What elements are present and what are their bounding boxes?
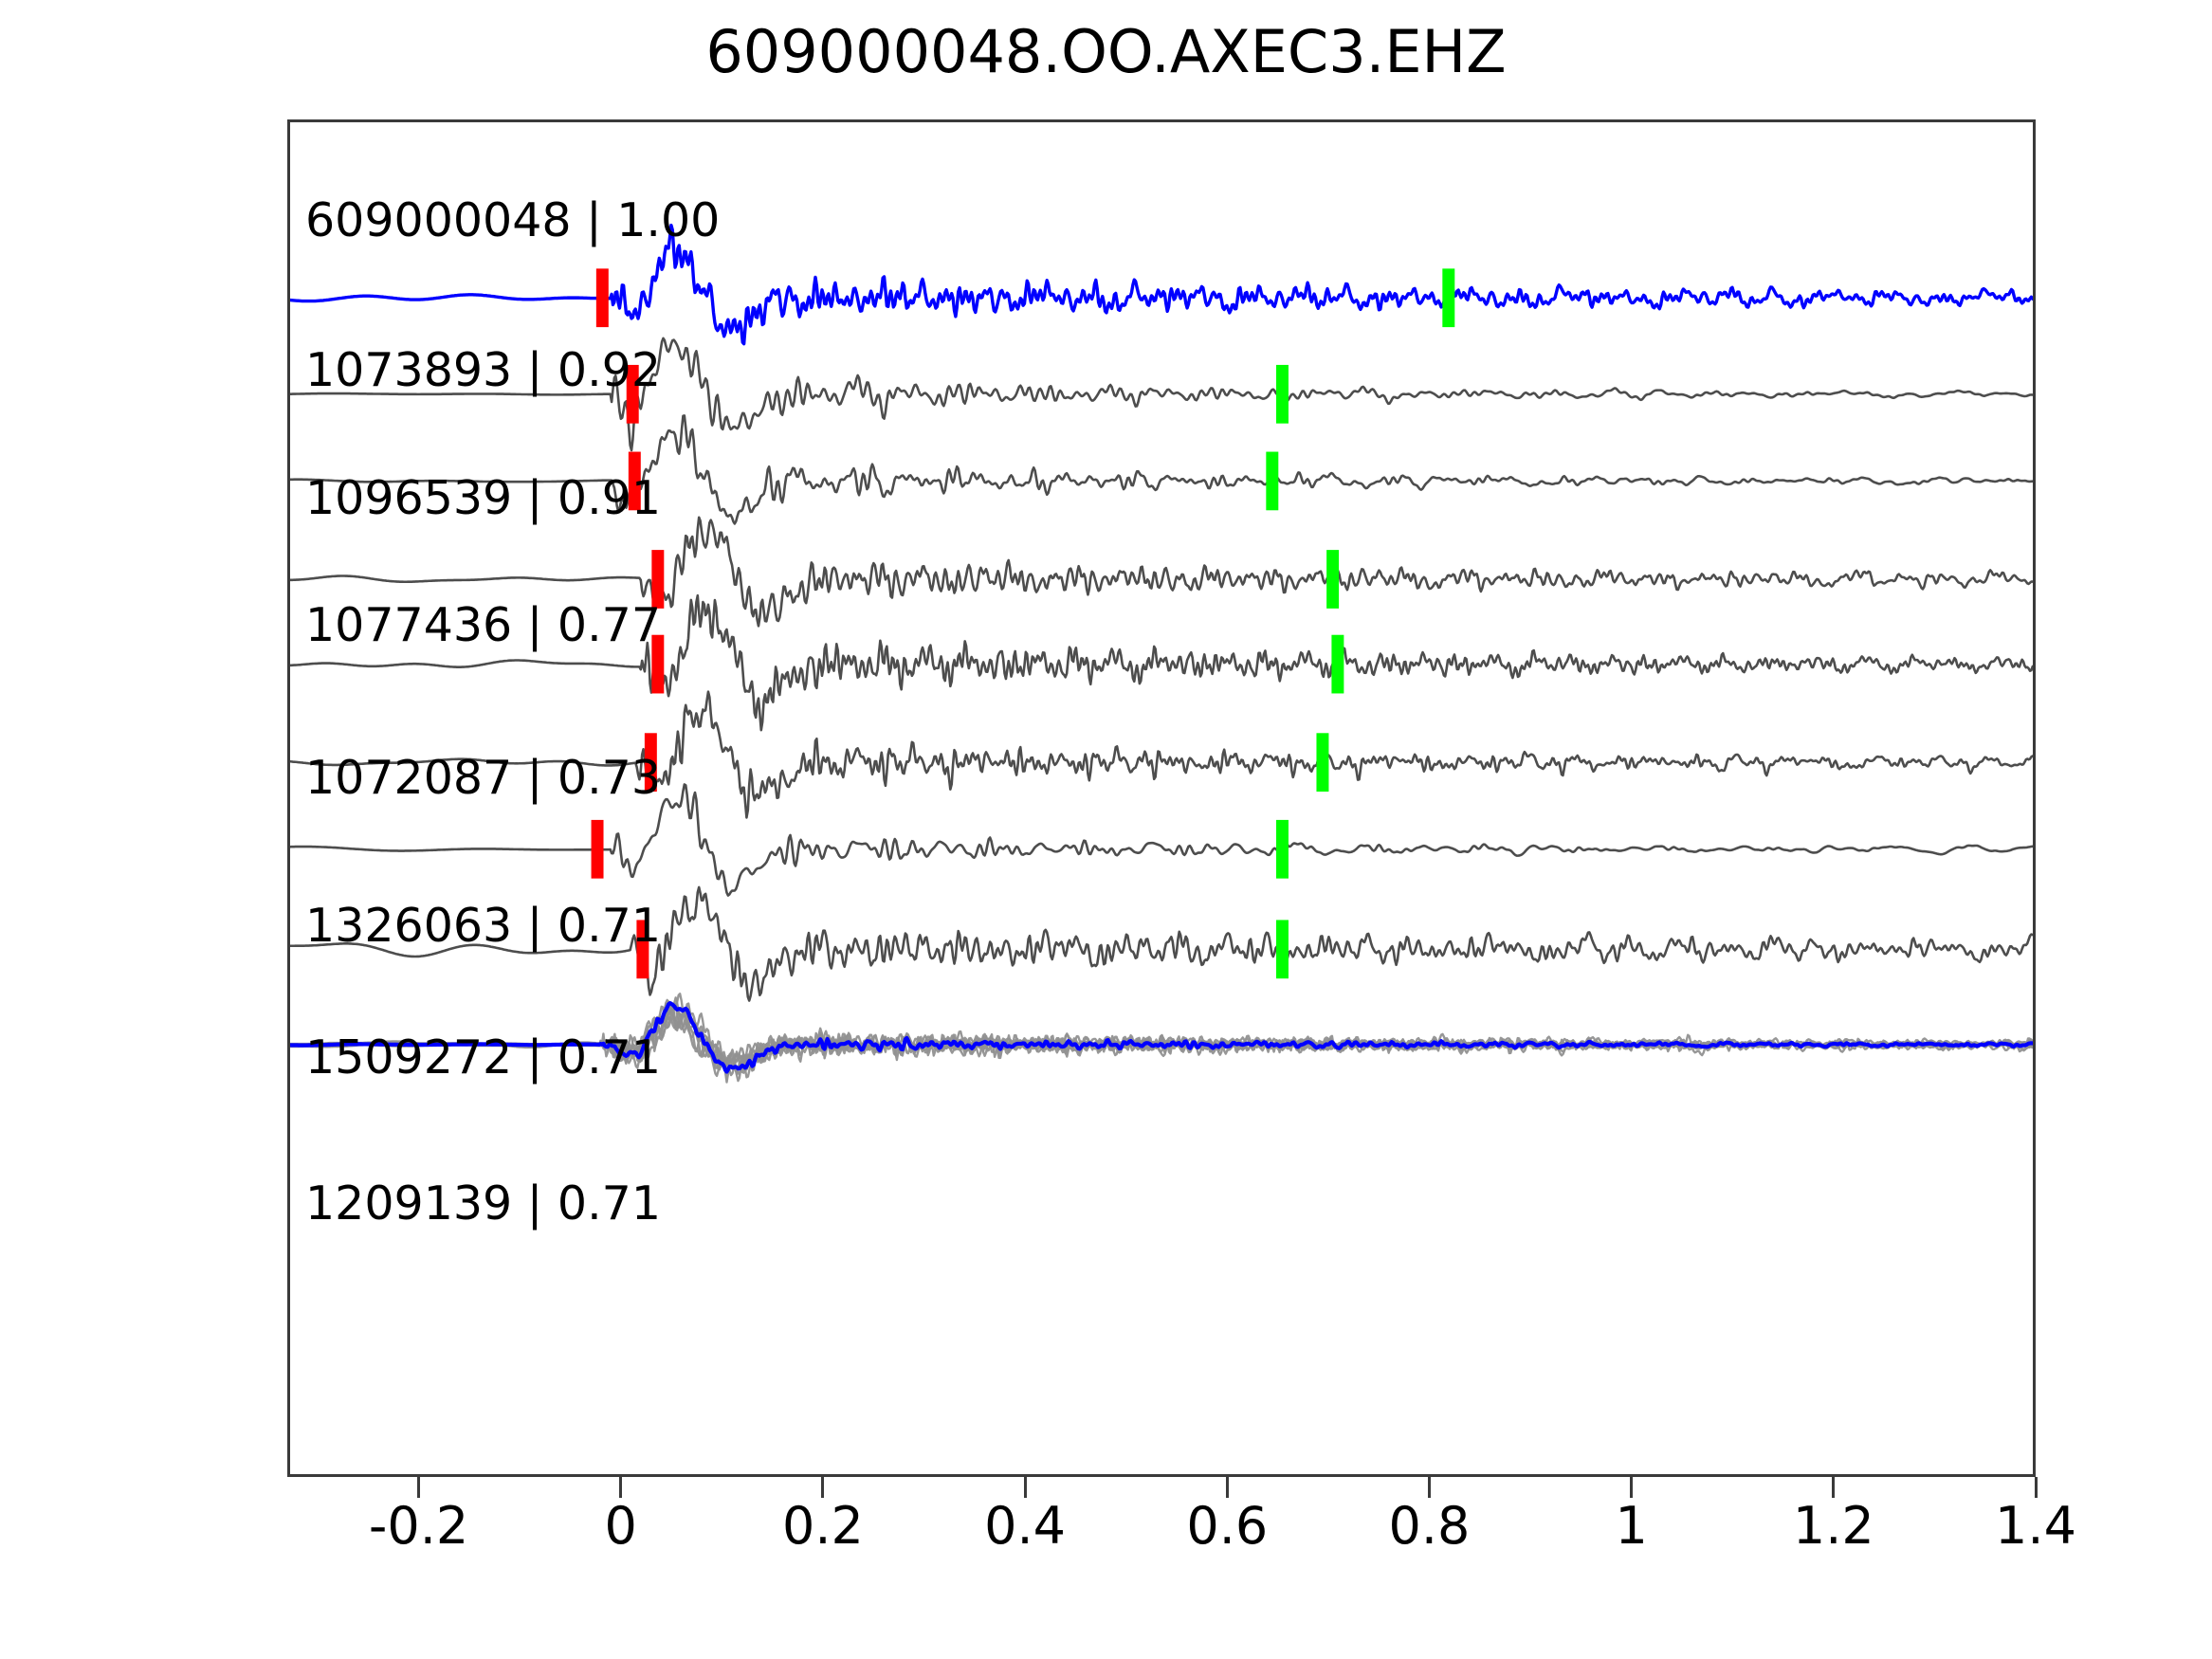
x-tick-label: 1 — [1615, 1496, 1648, 1556]
waveform-trace-609000048 — [290, 223, 2033, 346]
x-axis-ticks — [287, 1477, 2038, 1505]
waveform-trace-1077436 — [290, 516, 2033, 628]
waveform-trace-1096539 — [290, 414, 2033, 525]
trace-label-1209139: 1209139 | 0.71 — [305, 1176, 661, 1231]
p-pick-marker-1077436[interactable] — [651, 550, 665, 609]
s-pick-marker-1077436[interactable] — [1326, 550, 1340, 609]
x-tick-mark — [619, 1477, 623, 1498]
p-pick-marker-1326063[interactable] — [644, 733, 657, 793]
s-pick-marker-1326063[interactable] — [1316, 733, 1329, 793]
x-tick-mark — [1023, 1477, 1027, 1498]
x-tick-label: 1.4 — [1995, 1496, 2076, 1556]
waveform-trace-1072087 — [290, 593, 2033, 732]
p-pick-marker-1073893[interactable] — [626, 364, 639, 424]
trace-label-1096539: 1096539 | 0.91 — [305, 471, 661, 525]
trace-label-609000048: 609000048 | 1.00 — [305, 193, 721, 247]
trace-label-1326063: 1326063 | 0.71 — [305, 899, 661, 953]
s-pick-marker-1209139[interactable] — [1276, 920, 1289, 979]
p-pick-marker-609000048[interactable] — [595, 268, 609, 328]
waveform-trace-1509272 — [290, 783, 2033, 897]
s-pick-marker-609000048[interactable] — [1442, 268, 1455, 328]
x-tick-mark — [417, 1477, 421, 1498]
x-tick-label: 0.6 — [1186, 1496, 1269, 1556]
s-pick-marker-1073893[interactable] — [1276, 364, 1289, 424]
x-tick-mark — [1225, 1477, 1229, 1498]
x-tick-label: 0.4 — [984, 1496, 1067, 1556]
p-pick-marker-1072087[interactable] — [651, 634, 665, 694]
x-tick-mark — [2034, 1477, 2038, 1498]
p-pick-marker-1096539[interactable] — [628, 451, 641, 511]
x-tick-label: 0 — [604, 1496, 637, 1556]
plot-area — [287, 119, 2036, 1477]
waveform-trace-1326063 — [290, 690, 2033, 819]
p-pick-marker-1209139[interactable] — [636, 920, 649, 979]
x-tick-label: 0.8 — [1388, 1496, 1471, 1556]
x-tick-mark — [821, 1477, 825, 1498]
waveform-canvas — [290, 223, 2033, 1084]
trace-label-1073893: 1073893 | 0.92 — [305, 343, 661, 397]
x-tick-label: 1.2 — [1792, 1496, 1874, 1556]
trace-label-1072087: 1072087 | 0.73 — [305, 751, 661, 805]
s-pick-marker-1072087[interactable] — [1331, 634, 1344, 694]
x-tick-mark — [1832, 1477, 1836, 1498]
x-tick-mark — [1427, 1477, 1431, 1498]
x-axis-tick-labels: -0.2 0 0.2 0.4 0.6 0.8 1 1.2 1.4 — [0, 1496, 2212, 1581]
x-tick-label: 0.2 — [781, 1496, 864, 1556]
s-pick-marker-1509272[interactable] — [1276, 819, 1289, 879]
trace-label-1077436: 1077436 | 0.77 — [305, 598, 661, 652]
trace-label-1509272: 1509272 | 0.71 — [305, 1030, 661, 1085]
page-title: 609000048.OO.AXEC3.EHZ — [705, 17, 1507, 86]
stack-mean-trace — [290, 1000, 2033, 1074]
waveform-trace-1073893 — [290, 337, 2033, 452]
waveform-trace-1209139 — [290, 885, 2033, 1002]
x-tick-label: -0.2 — [368, 1496, 469, 1556]
p-pick-marker-1509272[interactable] — [591, 819, 604, 879]
s-pick-marker-1096539[interactable] — [1266, 451, 1279, 511]
x-tick-mark — [1630, 1477, 1634, 1498]
